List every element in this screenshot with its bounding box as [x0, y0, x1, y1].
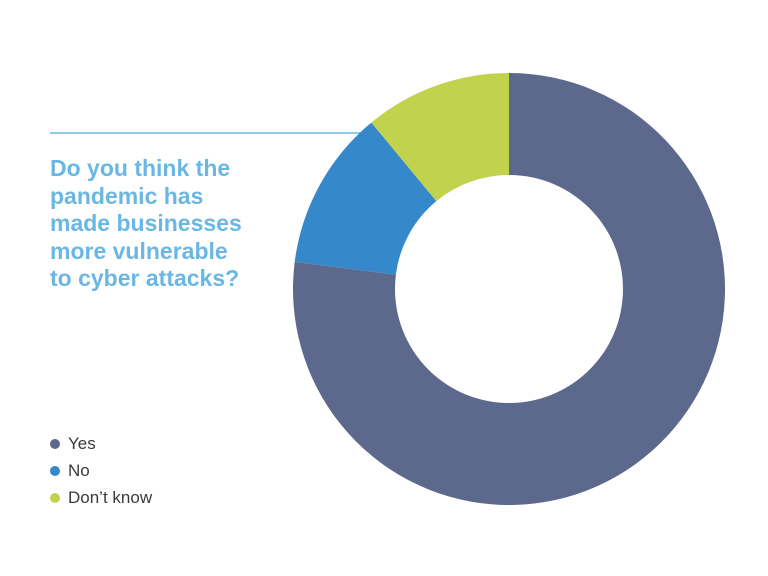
slice-no	[294, 122, 437, 275]
legend-swatch-dont-know	[50, 492, 60, 503]
question-line: Do you think the	[50, 155, 231, 181]
legend-label-dont-know: Don’t know	[68, 487, 153, 507]
slice-yes	[293, 73, 725, 506]
donut-slices	[293, 73, 725, 506]
legend-label-no: No	[68, 460, 90, 480]
legend: Yes No Don’t know	[50, 430, 152, 511]
question-heading: Do you think the pandemic has made busin…	[50, 155, 310, 293]
question-line: made businesses	[50, 210, 242, 236]
question-line: pandemic has	[50, 182, 204, 209]
legend-swatch-yes	[50, 438, 60, 449]
legend-item-yes: Yes	[50, 430, 152, 457]
question-line: to cyber attacks?	[50, 265, 240, 291]
legend-item-dont-know: Don’t know	[50, 484, 152, 511]
legend-item-no: No	[50, 457, 152, 484]
slice-dont-know	[371, 73, 509, 202]
legend-swatch-no	[50, 465, 60, 476]
legend-label-yes: Yes	[68, 433, 96, 453]
question-line: more vulnerable	[50, 237, 228, 264]
